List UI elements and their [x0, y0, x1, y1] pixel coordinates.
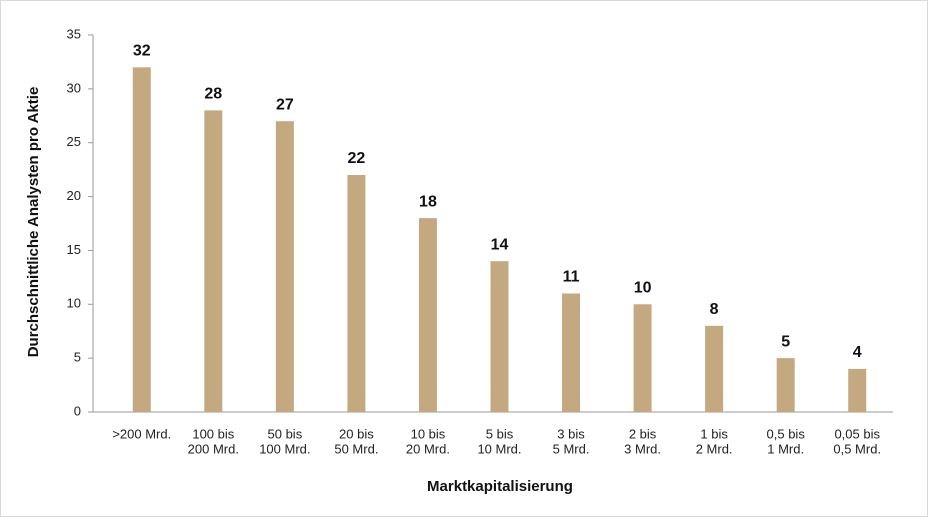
y-axis-title: Durchschnittliche Analysten pro Aktie [25, 87, 42, 358]
bar [132, 67, 151, 413]
bar [848, 368, 867, 412]
x-tick-label: 1 Mrd. [767, 441, 804, 456]
y-tick-label: 15 [67, 242, 81, 257]
value-label: 27 [276, 96, 294, 113]
value-label: 18 [419, 193, 437, 210]
bar [204, 110, 223, 413]
x-tick-label: 20 bis [339, 426, 374, 441]
bar [562, 293, 581, 412]
value-label: 28 [204, 86, 222, 103]
x-tick-label: 10 Mrd. [477, 441, 521, 456]
y-tick-label: 20 [67, 188, 81, 203]
x-tick-label: 2 Mrd. [696, 441, 733, 456]
x-tick-label: 100 bis [192, 426, 234, 441]
value-label: 14 [491, 236, 509, 253]
x-tick-label: 0,5 Mrd. [833, 441, 881, 456]
value-label: 32 [133, 43, 151, 60]
value-label: 5 [781, 333, 790, 350]
x-tick-label: 10 bis [411, 426, 446, 441]
y-tick-label: 25 [67, 134, 81, 149]
x-tick-label: 5 Mrd. [553, 441, 590, 456]
y-tick-label: 5 [74, 350, 81, 365]
bar [633, 304, 652, 412]
value-label: 22 [348, 150, 366, 167]
x-tick-label: 2 bis [629, 426, 657, 441]
bar [490, 261, 509, 412]
x-tick-label: 0,5 bis [767, 426, 806, 441]
y-tick-label: 10 [67, 296, 81, 311]
x-tick-label: 3 bis [557, 426, 585, 441]
x-tick-label: 1 bis [700, 426, 728, 441]
bar [418, 218, 437, 412]
x-tick-label: 50 Mrd. [334, 441, 378, 456]
bar [705, 325, 724, 412]
x-tick-label: 200 Mrd. [188, 441, 239, 456]
bar [776, 358, 795, 412]
x-tick-label: 3 Mrd. [624, 441, 661, 456]
value-label: 11 [563, 269, 580, 286]
x-tick-label: 50 bis [268, 426, 303, 441]
x-tick-label: 0,05 bis [834, 426, 880, 441]
x-axis-title: Marktkapitalisierung [427, 478, 573, 495]
x-tick-label: >200 Mrd. [112, 426, 171, 441]
y-tick-label: 0 [74, 403, 81, 418]
y-tick-label: 35 [67, 26, 81, 41]
value-label: 4 [853, 344, 862, 361]
x-tick-label: 20 Mrd. [406, 441, 450, 456]
x-tick-label: 5 bis [486, 426, 514, 441]
value-label: 10 [634, 280, 652, 297]
y-tick-label: 30 [67, 80, 81, 95]
x-tick-label: 100 Mrd. [259, 441, 310, 456]
bar [275, 121, 294, 413]
value-label: 8 [710, 301, 719, 318]
bar [347, 175, 366, 412]
